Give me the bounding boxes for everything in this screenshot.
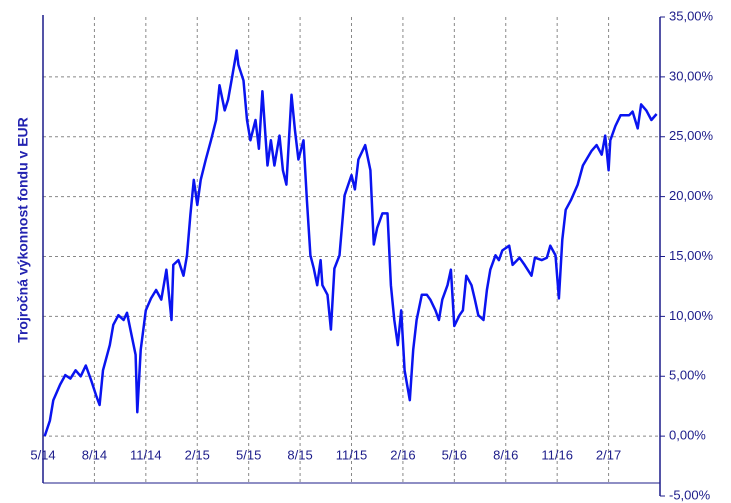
y-tick-label: 30,00%: [669, 68, 714, 83]
y-tick-label: 0,00%: [669, 428, 706, 443]
x-tick-label: 8/16: [493, 447, 518, 462]
x-tick-label: 2/15: [185, 447, 210, 462]
y-tick-label: 15,00%: [669, 248, 714, 263]
y-tick-label: 10,00%: [669, 308, 714, 323]
x-tick-label: 11/14: [130, 447, 162, 462]
x-tick-label: 2/17: [596, 447, 621, 462]
y-axis-title: Trojročná výkonnost fondu v EUR: [15, 117, 31, 343]
y-tick-label: 20,00%: [669, 188, 714, 203]
x-tick-label: 5/15: [236, 447, 261, 462]
x-tick-label: 8/14: [82, 447, 107, 462]
y-tick-label: 25,00%: [669, 128, 714, 143]
y-tick-label: 35,00%: [669, 8, 714, 23]
x-tick-label: 8/15: [287, 447, 312, 462]
x-tick-label: 11/15: [336, 447, 368, 462]
x-tick-label: 2/16: [390, 447, 415, 462]
y-tick-label: -5,00%: [669, 487, 711, 502]
x-tick-label: 11/16: [541, 447, 573, 462]
series-line: [43, 49, 658, 437]
x-tick-label: 5/16: [442, 447, 467, 462]
y-tick-label: 5,00%: [669, 368, 706, 383]
